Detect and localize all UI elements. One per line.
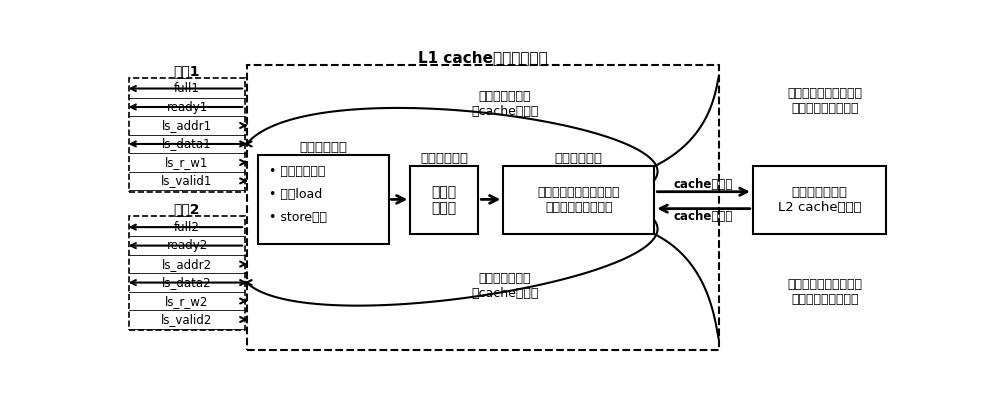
Bar — [410, 166, 478, 234]
Bar — [247, 65, 719, 350]
Text: ls_addr1: ls_addr1 — [162, 119, 212, 132]
Text: cache读更新: cache读更新 — [674, 210, 733, 223]
Text: 记录命
中信息: 记录命 中信息 — [432, 185, 457, 215]
Text: 流水线第二级: 流水线第二级 — [420, 152, 468, 165]
Text: 命中时，返回当
前cache中数据: 命中时，返回当 前cache中数据 — [471, 90, 538, 118]
Text: • store覆盖: • store覆盖 — [269, 211, 327, 224]
Bar — [129, 78, 245, 192]
Text: ls_r_w1: ls_r_w1 — [165, 156, 209, 169]
Text: full2: full2 — [174, 221, 200, 234]
Text: 流水线第三级: 流水线第三级 — [555, 152, 603, 165]
Bar — [753, 166, 886, 234]
Text: ls_data1: ls_data1 — [162, 137, 212, 150]
Bar — [503, 166, 654, 234]
Text: • 标记冲突地址: • 标记冲突地址 — [269, 165, 326, 178]
Bar — [129, 216, 245, 330]
Text: 分情况进行操作，返回端
口需要的信号或数据: 分情况进行操作，返回端 口需要的信号或数据 — [538, 186, 620, 214]
Text: 未命中时，直接返回底
层取出的数据到端口: 未命中时，直接返回底 层取出的数据到端口 — [787, 278, 862, 306]
Bar — [258, 155, 388, 244]
Text: 通道2: 通道2 — [174, 202, 200, 217]
Text: 通道1: 通道1 — [174, 64, 200, 78]
Text: ls_addr2: ls_addr2 — [162, 258, 212, 271]
Text: full1: full1 — [174, 82, 200, 95]
Text: ls_data2: ls_data2 — [162, 276, 212, 289]
Text: ls_valid2: ls_valid2 — [161, 313, 213, 326]
Text: ls_valid1: ls_valid1 — [161, 175, 213, 187]
Text: • 乱序load: • 乱序load — [269, 188, 322, 201]
Text: ls_r_w2: ls_r_w2 — [165, 295, 209, 307]
Text: ready2: ready2 — [166, 239, 208, 252]
Text: L1 cache的三级流水线: L1 cache的三级流水线 — [418, 50, 548, 65]
Text: 流水线第一级: 流水线第一级 — [299, 141, 347, 154]
Text: 未命中时，直接返回底
层取出的数据到端口: 未命中时，直接返回底 层取出的数据到端口 — [787, 87, 862, 115]
Text: ready1: ready1 — [166, 101, 208, 114]
Text: cache写更新: cache写更新 — [674, 177, 733, 191]
Text: 更底层存储，如
L2 cache或主存: 更底层存储，如 L2 cache或主存 — [778, 186, 861, 214]
Text: 命中时，返回当
前cache中数据: 命中时，返回当 前cache中数据 — [471, 271, 538, 300]
